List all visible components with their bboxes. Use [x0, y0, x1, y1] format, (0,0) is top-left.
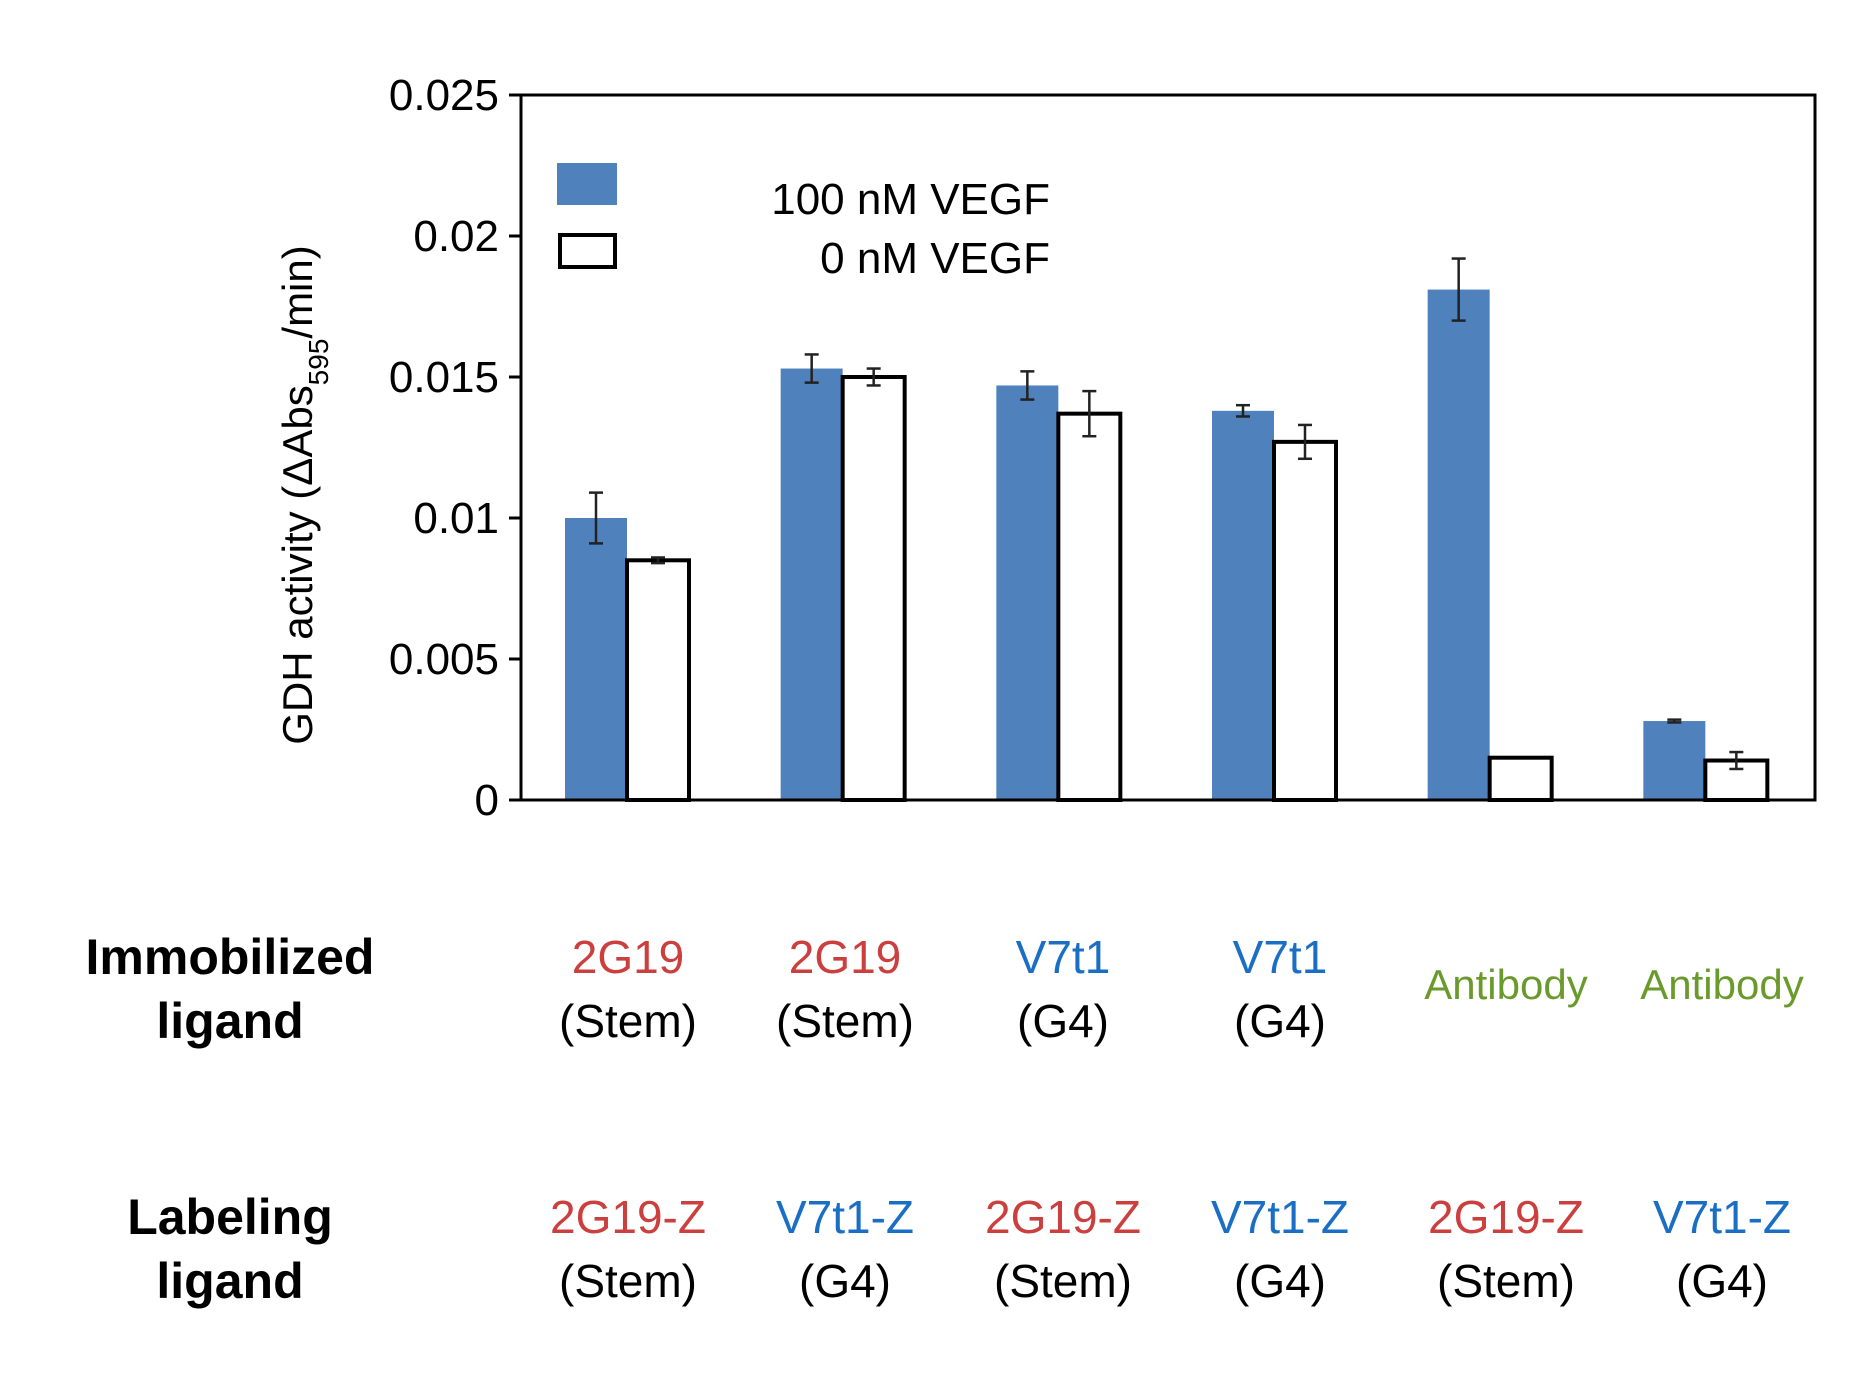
bar-100nm-vegf [780, 368, 843, 800]
immobilized-ligand-cell: 2G19 (Stem) [523, 925, 733, 1053]
error-bars [589, 257, 1744, 771]
legend-label-100nm: 100 nM VEGF [771, 175, 1050, 224]
labeling-ligand-cell: V7t1-Z (G4) [740, 1185, 950, 1313]
y-tick-label: 0 [475, 776, 499, 825]
immobilized-ligand-name: Antibody [1424, 961, 1588, 1008]
bar-0nm-vegf [625, 558, 691, 802]
bar-0nm-vegf [1487, 755, 1554, 803]
bar-100nm-vegf [996, 385, 1059, 800]
immobilized-ligand-name: V7t1 [1015, 931, 1111, 983]
immobilized-ligand-name: V7t1 [1232, 931, 1328, 983]
labeling-ligand-cell: 2G19-Z (Stem) [523, 1185, 733, 1313]
labeling-row-title: Labeling ligand [30, 1185, 430, 1313]
immobilized-ligand-name: Antibody [1640, 961, 1804, 1008]
immobilized-row-title: Immobilized ligand [30, 925, 430, 1053]
y-tick-label: 0.025 [389, 71, 499, 120]
labeling-ligand-type: (Stem) [559, 1255, 697, 1307]
bar-100nm-vegf [1427, 289, 1490, 800]
labeling-ligand-type: (G4) [1676, 1255, 1768, 1307]
legend-label-0nm: 0 nM VEGF [820, 234, 1050, 283]
labeling-ligand-name: V7t1-Z [1652, 1191, 1792, 1243]
legend-swatch-100nm [557, 163, 617, 205]
labeling-ligand-name: 2G19-Z [550, 1191, 706, 1243]
y-tick-label: 0.005 [389, 635, 499, 684]
immobilized-ligand-cell: V7t1 (G4) [958, 925, 1168, 1053]
y-tick-label: 0.01 [413, 494, 499, 543]
bar-100nm-vegf [1643, 721, 1706, 800]
labeling-ligand-name: 2G19-Z [1428, 1191, 1584, 1243]
labeling-title-line1: Labeling [127, 1189, 333, 1245]
legend-swatch-0nm [558, 233, 617, 269]
y-axis-label-prefix: GDH activity (ΔAbs [274, 385, 321, 744]
immobilized-ligand-cell: V7t1 (G4) [1175, 925, 1385, 1053]
immobilized-ligand-type: (G4) [1234, 995, 1326, 1047]
labeling-ligand-type: (Stem) [994, 1255, 1132, 1307]
bar-0nm-vegf [840, 375, 907, 802]
immobilized-ligand-cell: 2G19 (Stem) [740, 925, 950, 1053]
bar-0nm-vegf [1056, 411, 1123, 802]
y-tick-label: 0.015 [389, 353, 499, 402]
y-axis-ticks: 0 0.005 0.01 0.015 0.02 0.025 [389, 71, 521, 825]
labeling-ligand-cell: 2G19-Z (Stem) [1401, 1185, 1611, 1313]
labeling-ligand-name: V7t1-Z [775, 1191, 915, 1243]
immobilized-ligand-type: (Stem) [776, 995, 914, 1047]
labeling-title-line2: ligand [156, 1253, 304, 1309]
immobilized-ligand-cell: Antibody [1401, 953, 1611, 1017]
immobilized-ligand-cell: Antibody [1617, 953, 1827, 1017]
bars [565, 289, 1770, 803]
labeling-ligand-name: 2G19-Z [985, 1191, 1141, 1243]
labeling-ligand-cell: 2G19-Z (Stem) [958, 1185, 1168, 1313]
bar-chart: 0 0.005 0.01 0.015 0.02 0.025 GDH activity (Δ… [274, 71, 1817, 825]
y-axis-label: GDH activity (ΔAbs595/min) [274, 245, 334, 745]
y-tick-label: 0.02 [413, 212, 499, 261]
immobilized-ligand-type: (Stem) [559, 995, 697, 1047]
immobilized-title-line1: Immobilized [85, 929, 375, 985]
y-axis-label-suffix: /min) [274, 245, 321, 338]
labeling-ligand-type: (G4) [1234, 1255, 1326, 1307]
labeling-ligand-type: (Stem) [1437, 1255, 1575, 1307]
immobilized-ligand-name: 2G19 [788, 931, 902, 983]
labeling-ligand-cell: V7t1-Z (G4) [1617, 1185, 1827, 1313]
immobilized-ligand-name: 2G19 [571, 931, 685, 983]
plot-frame [519, 93, 1817, 802]
bar-100nm-vegf [1212, 410, 1274, 800]
immobilized-ligand-type: (G4) [1017, 995, 1109, 1047]
bar-100nm-vegf [565, 518, 627, 800]
labeling-ligand-cell: V7t1-Z (G4) [1175, 1185, 1385, 1313]
legend: 100 nM VEGF 0 nM VEGF [557, 163, 1050, 283]
immobilized-title-line2: ligand [156, 993, 304, 1049]
bar-0nm-vegf [1272, 439, 1338, 802]
labeling-ligand-name: V7t1-Z [1210, 1191, 1350, 1243]
y-axis-label-subscript: 595 [303, 339, 334, 386]
labeling-ligand-type: (G4) [799, 1255, 891, 1307]
